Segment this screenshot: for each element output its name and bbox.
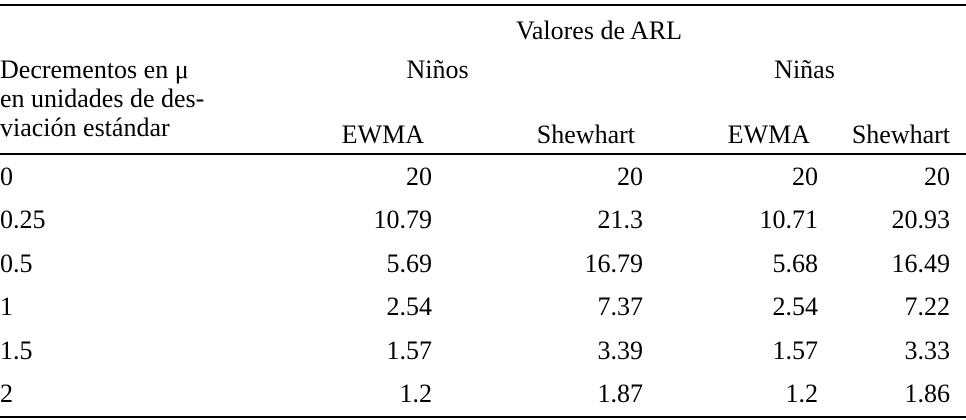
colhead-ninos-shewhart: Shewhart xyxy=(432,117,643,155)
cell-value: 1.2 xyxy=(785,379,819,409)
group-header-ninas: Niñas xyxy=(774,55,835,84)
row-label: 1.5 xyxy=(0,335,33,365)
cell-value: 10.71 xyxy=(759,205,819,235)
cell-value: 21.3 xyxy=(597,205,644,235)
cell-value: 1.57 xyxy=(772,335,819,365)
cell-value: 1.86 xyxy=(904,379,951,409)
row-label: 1 xyxy=(0,292,13,322)
cell-value: 7.37 xyxy=(597,292,644,322)
cell-value: 20 xyxy=(792,161,818,191)
cell-value: 16.49 xyxy=(891,248,951,278)
column-header-row: EWMA Shewhart EWMA Shewhart xyxy=(0,117,966,155)
row-label: 0.5 xyxy=(0,248,33,278)
cell-value: 20 xyxy=(924,161,951,191)
corner-empty-cell xyxy=(0,5,232,55)
cell-value: 3.39 xyxy=(597,335,644,365)
row-label: 0 xyxy=(0,161,13,191)
row-header-line-1: Decrementos en μ xyxy=(0,55,189,84)
cell-value: 16.79 xyxy=(584,248,644,278)
table-title: Valores de ARL xyxy=(515,15,683,45)
row-label: 0.25 xyxy=(0,205,46,235)
cell-value: 1.57 xyxy=(386,335,433,365)
table-row: 0.5 5.69 16.79 5.68 16.49 xyxy=(0,242,966,286)
colhead-ninas-ewma: EWMA xyxy=(643,117,818,155)
arl-values-table: Valores de ARL Decrementos en μ en unida… xyxy=(0,4,966,418)
group-header-ninos: Niños xyxy=(406,55,469,84)
cell-value: 3.33 xyxy=(904,335,951,365)
table-title-row: Valores de ARL xyxy=(0,5,966,55)
row-header-cell: Decrementos en μ en unidades de des- via… xyxy=(0,55,232,155)
table-row: 2 1.2 1.87 1.2 1.86 xyxy=(0,373,966,418)
row-header-line-2: en unidades de des- xyxy=(0,84,205,113)
colhead-ninas-shewhart: Shewhart xyxy=(818,117,966,155)
table-row: 1.5 1.57 3.39 1.57 3.33 xyxy=(0,329,966,373)
cell-value: 5.69 xyxy=(386,248,433,278)
cell-value: 2.54 xyxy=(772,292,819,322)
table-row: 0.25 10.79 21.3 10.71 20.93 xyxy=(0,199,966,243)
cell-value: 20 xyxy=(406,161,432,191)
cell-value: 20 xyxy=(617,161,643,191)
cell-value: 5.68 xyxy=(772,248,819,278)
row-header-line-3: viación estándar xyxy=(0,113,170,142)
cell-value: 20.93 xyxy=(891,205,951,235)
cell-value: 7.22 xyxy=(904,292,951,322)
cell-value: 1.2 xyxy=(399,379,433,409)
cell-value: 10.79 xyxy=(373,205,433,235)
row-label: 2 xyxy=(0,379,13,409)
colhead-ninos-ewma: EWMA xyxy=(232,117,432,155)
cell-value: 1.87 xyxy=(597,379,644,409)
group-header-row: Decrementos en μ en unidades de des- via… xyxy=(0,55,966,155)
table-row: 0 20 20 20 20 xyxy=(0,154,966,199)
table-row: 1 2.54 7.37 2.54 7.22 xyxy=(0,286,966,330)
cell-value: 2.54 xyxy=(386,292,433,322)
